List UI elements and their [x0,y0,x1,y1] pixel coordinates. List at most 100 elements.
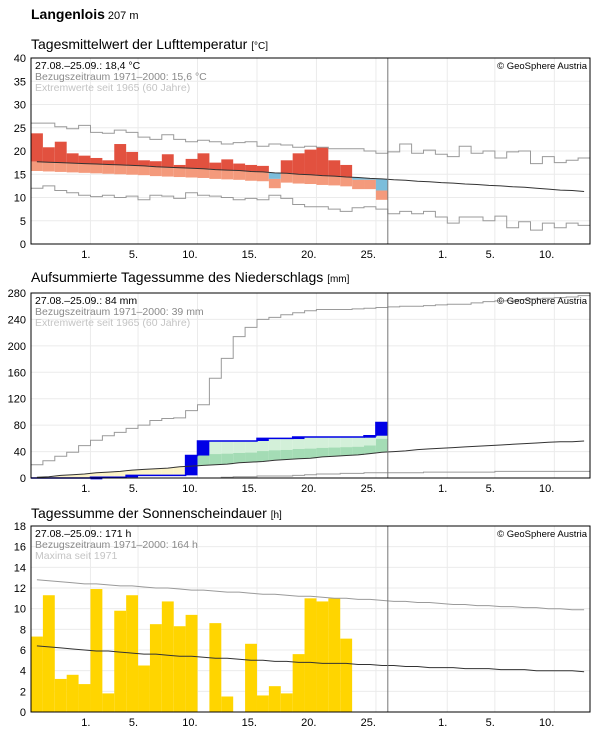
temperature-legend-entry: 27.08.–25.09.: 18,4 °C [35,60,141,72]
temperature-mean-band [197,168,210,178]
sunshine-bar [316,601,329,712]
precipitation-anomaly-core [221,453,234,465]
temperature-anomaly-bar [66,153,79,164]
temperature-anomaly-bar [197,153,210,169]
precipitation-daily-bar [126,475,139,478]
precipitation-max-line [31,295,590,466]
precipitation-anomaly-area [149,468,162,476]
temperature-anomaly-bar [31,133,43,162]
sunshine-bar [42,595,55,712]
precipitation-anomaly-core [304,448,317,459]
sunshine-bar [221,696,234,712]
precipitation-anomaly-area [256,438,269,462]
precipitation-anomaly-area [316,437,329,457]
precipitation-daily-bar [364,435,376,438]
sunshine-y-tick-label: 16 [14,542,26,554]
sunshine-x-tick-label: 1. [438,717,447,729]
station-name: Langenlois [31,6,105,22]
temperature-mean-band [173,167,186,178]
precipitation-anomaly-area [114,471,127,478]
sunshine-bar [292,654,305,712]
precipitation-anomaly-area [364,435,376,454]
temperature-mean-band [31,161,43,171]
precipitation-anomaly-area [126,470,139,476]
temperature-mean-band [245,171,257,181]
temperature-min-line [31,185,590,231]
temperature-mean-band [209,169,222,179]
sunshine-x-tick-label: 25. [361,717,376,729]
temperature-unit: [°C] [251,41,268,52]
temperature-mean-band [66,163,79,173]
precipitation-legend-entry: Bezugszeitraum 1971–2000: 39 mm [35,306,204,318]
precipitation-anomaly-core [245,452,257,463]
precipitation-y-tick-label: 280 [8,288,26,300]
sunshine-bar [185,614,198,712]
temperature-anomaly-bar [54,141,67,163]
precipitation-y-tick-label: 240 [8,314,26,326]
sunshine-bar [126,595,139,712]
precipitation-x-tick-label: 1. [438,483,447,495]
precipitation-anomaly-core [340,447,353,456]
precipitation-anomaly-core [328,447,341,457]
temperature-y-tick-label: 15 [14,169,26,181]
temperature-mean-band [114,164,127,175]
temperature-mean-band [78,163,91,173]
temperature-mean-band [340,177,353,187]
sunshine-x-tick-label: 10. [539,717,554,729]
temperature-anomaly-bar [209,162,222,170]
precipitation-title-text: Aufsummierte Tagessumme des Niederschlag… [31,269,324,285]
sunshine-legend-entry: 27.08.–25.09.: 171 h [35,528,131,540]
precipitation-x-tick-label: 20. [301,483,316,495]
precipitation-anomaly-area [102,472,115,478]
sunshine-bar [138,665,150,712]
temperature-x-tick-label: 10. [182,249,197,261]
temperature-x-tick-label: 1. [438,249,447,261]
temperature-anomaly-bar [149,161,162,167]
sunshine-bar [209,623,222,712]
precipitation-anomaly-area [221,441,234,465]
temperature-anomaly-bar [292,153,305,175]
sunshine-title: Tagessumme der Sonnenscheindauer [h] [31,505,282,521]
temperature-mean-band [138,165,150,176]
sunshine-y-tick-label: 12 [14,583,26,595]
sunshine-y-tick-label: 2 [20,686,26,698]
temperature-anomaly-bar [304,149,317,175]
temperature-mean-band [42,162,55,172]
precipitation-anomaly-area [292,437,305,459]
precipitation-anomaly-core [352,446,365,455]
temperature-anomaly-bar [280,160,293,174]
temperature-anomaly-bar [375,178,388,191]
temperature-mean-line [36,161,585,192]
sunshine-bar [304,598,317,712]
temperature-x-tick-label: 5. [129,249,138,261]
precipitation-anomaly-area [161,468,174,476]
precipitation-anomaly-area [209,441,222,465]
precipitation-anomaly-area [138,469,150,476]
precipitation-daily-bar [375,422,388,436]
sunshine-y-tick-label: 6 [20,645,26,657]
precipitation-y-tick-label: 120 [8,394,26,406]
station-header: Langenlois 207 m [31,6,138,22]
temperature-mean-band [221,170,234,180]
sunshine-bar [256,695,269,712]
temperature-y-tick-label: 40 [14,53,26,65]
temperature-anomaly-bar [221,159,234,171]
sunshine-legend-entry: Maxima seit 1971 [35,550,117,562]
sunshine-bar [66,674,79,712]
sunshine-unit: [h] [270,510,282,521]
temperature-mean-band [256,171,269,182]
sunshine-x-tick-label: 20. [301,717,316,729]
temperature-title-text: Tagesmittelwert der Lufttemperatur [31,36,248,52]
sunshine-y-tick-label: 18 [14,521,26,533]
precipitation-y-tick-label: 80 [14,420,26,432]
precipitation-anomaly-core [280,449,293,460]
sunshine-y-tick-label: 14 [14,562,26,574]
sunshine-bar [340,638,353,712]
temperature-anomaly-bar [138,160,150,166]
temperature-legend-entry: Extremwerte seit 1965 (60 Jahre) [35,82,190,94]
precipitation-anomaly-area [78,474,91,478]
station-elevation: 207 m [107,10,139,22]
sunshine-y-tick-label: 0 [20,707,26,719]
temperature-mean-band [364,179,376,190]
